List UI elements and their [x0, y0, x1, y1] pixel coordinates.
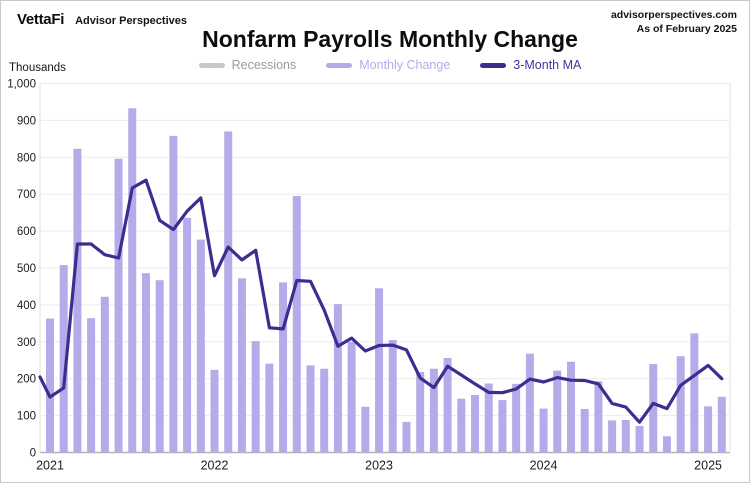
ma-swatch-icon [480, 62, 507, 68]
monthly-change-bar [553, 370, 562, 453]
monthly-change-bar [87, 318, 96, 453]
y-tick-label: 500 [17, 263, 36, 275]
monthly-change-bar [73, 148, 82, 453]
monthly-change-bar [100, 296, 109, 453]
monthly-change-bar [457, 398, 466, 453]
monthly-change-bar [388, 339, 397, 453]
y-tick-label: 300 [17, 337, 36, 349]
monthly-change-bar [566, 361, 575, 453]
as-of-date: As of February 2025 [636, 23, 737, 36]
monthly-change-bar [471, 394, 480, 453]
monthly-change-bar [306, 365, 315, 453]
brand: VettaFi Advisor Perspectives [17, 11, 187, 28]
x-tick-label: 2024 [530, 459, 558, 473]
monthly-change-bar [128, 108, 137, 453]
monthly-change-bar [265, 363, 274, 453]
monthly-change-bar [649, 363, 658, 453]
x-tick-label: 2021 [36, 459, 64, 473]
y-tick-label: 400 [17, 300, 36, 312]
monthly-change-bar [580, 408, 589, 453]
monthly-change-bar [224, 131, 233, 453]
monthly-change-bar [676, 356, 685, 453]
monthly-change-bar [292, 196, 301, 453]
monthly-change-bar [251, 341, 260, 453]
page-title: Nonfarm Payrolls Monthly Change [202, 26, 578, 52]
recessions-swatch-icon [198, 62, 225, 68]
x-tick-label: 2023 [365, 459, 393, 473]
monthly-change-bar [525, 353, 534, 453]
monthly-change-bar [333, 304, 342, 453]
monthly-change-bar [141, 273, 150, 453]
monthly-change-bar [635, 425, 644, 453]
legend-item-recessions: Recessions [198, 58, 297, 72]
monthly-change-bar [429, 368, 438, 453]
brand-subtitle: Advisor Perspectives [75, 15, 187, 27]
y-tick-label: 200 [17, 374, 36, 386]
monthly-change-bar [594, 381, 603, 453]
y-tick-label: 100 [17, 411, 36, 423]
vettafi-logo: VettaFi [17, 11, 65, 28]
monthly-change-bar [375, 288, 384, 453]
monthly-change-swatch-icon [326, 62, 353, 68]
y-tick-label: 600 [17, 226, 36, 238]
monthly-change-bar [169, 135, 178, 453]
monthly-change-bar [46, 318, 54, 453]
monthly-change-bar [361, 406, 370, 453]
y-axis-unit-label: Thousands [9, 62, 66, 74]
legend-label: Recessions [231, 58, 297, 72]
monthly-change-bar [539, 408, 548, 453]
y-tick-label: 700 [17, 189, 36, 201]
legend-label: Monthly Change [359, 58, 451, 72]
y-tick-label: 800 [17, 152, 36, 164]
monthly-change-bar [210, 369, 219, 453]
x-tick-label: 2025 [694, 459, 722, 473]
monthly-change-bar [114, 158, 123, 453]
monthly-change-bar [279, 282, 288, 453]
monthly-change-bar [498, 400, 507, 453]
monthly-change-bar [196, 239, 205, 453]
x-tick-label: 2022 [201, 459, 229, 473]
y-tick-label: 900 [17, 115, 36, 127]
monthly-change-bar [416, 372, 425, 453]
monthly-change-bar [484, 383, 493, 453]
monthly-change-bar [183, 217, 192, 453]
monthly-change-bar [608, 420, 617, 453]
monthly-change-bar [662, 436, 671, 453]
monthly-change-bar [347, 341, 356, 453]
legend-item-monthly-change: Monthly Change [326, 58, 450, 72]
monthly-change-bar [704, 406, 713, 453]
monthly-change-bar [320, 368, 329, 453]
monthly-change-bar [59, 265, 68, 453]
y-tick-label: 0 [30, 448, 36, 460]
monthly-change-bar [690, 333, 699, 453]
ma-line [38, 178, 724, 424]
source-site: advisorperspectives.com [610, 9, 737, 21]
legend-item-3-month-ma: 3-Month MA [480, 58, 581, 72]
legend-label: 3-Month MA [513, 58, 582, 72]
monthly-change-bar [443, 358, 452, 453]
monthly-change-bar [512, 383, 521, 453]
y-tick-label: 1,000 [7, 79, 36, 91]
source-block: advisorperspectives.com As of February 2… [611, 8, 737, 36]
monthly-change-bar [402, 421, 411, 453]
monthly-change-bar [717, 396, 726, 453]
monthly-change-bar [237, 278, 246, 453]
legend: Recessions Monthly Change 3-Month MA [36, 58, 744, 72]
monthly-change-bar [155, 280, 164, 453]
monthly-change-bar [621, 420, 630, 453]
